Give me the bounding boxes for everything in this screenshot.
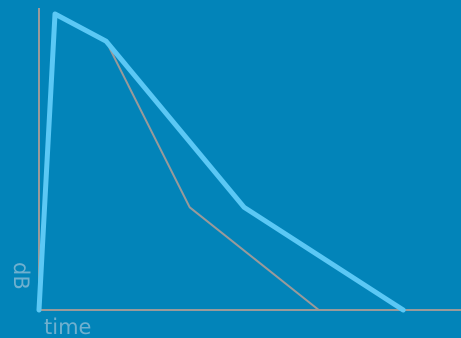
x-axis-label: time [44, 315, 91, 338]
series-line-1 [38, 13, 320, 311]
series-layer [36, 11, 406, 313]
y-axis-label: dB [9, 262, 33, 290]
series-line-2 [36, 11, 406, 313]
